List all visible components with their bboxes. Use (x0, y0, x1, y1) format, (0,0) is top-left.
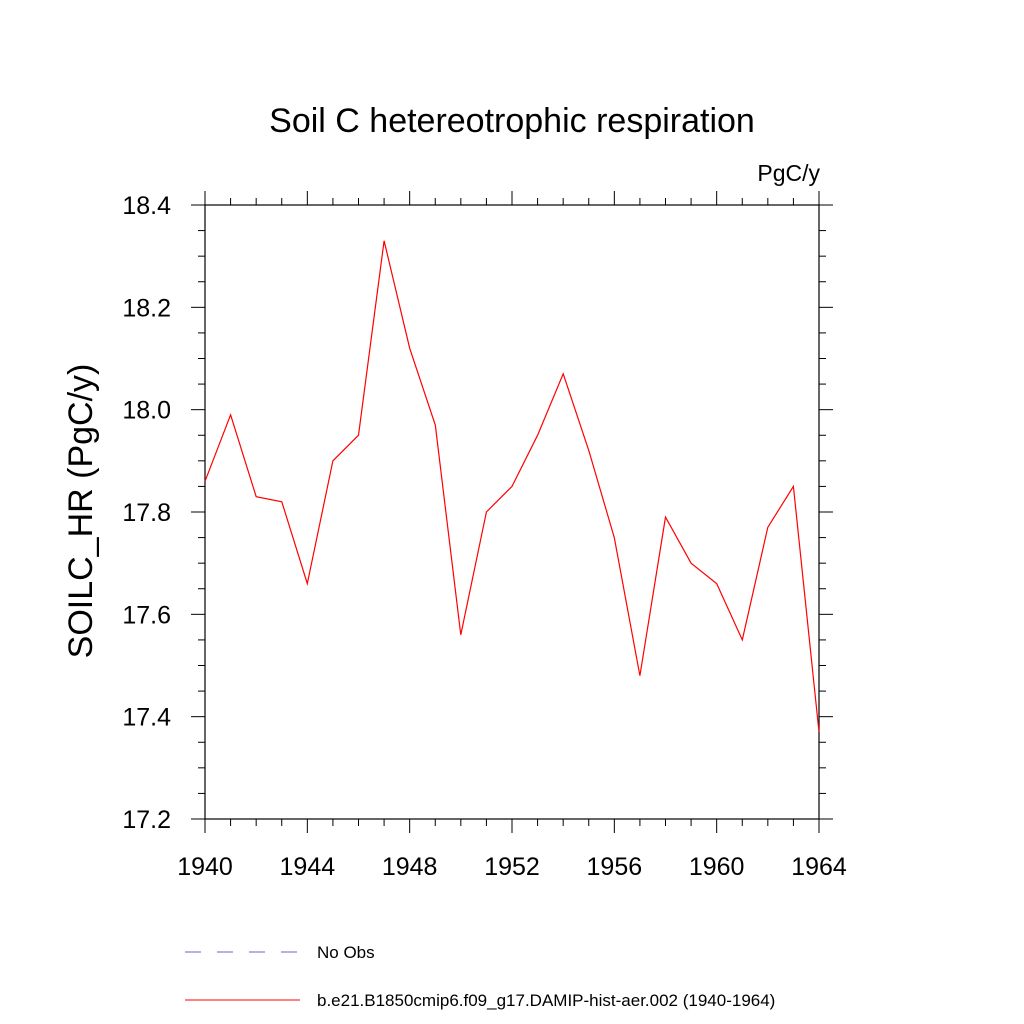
y-tick-label: 17.2 (122, 806, 171, 834)
x-tick-label: 1964 (791, 853, 847, 881)
y-tick-label: 17.8 (122, 499, 171, 527)
units-label: PgC/y (757, 160, 820, 186)
plot-area-frame (204, 204, 820, 820)
x-tick-label: 1952 (484, 853, 540, 881)
axis-tick-labels: 1940 1944 1948 1952 1956 1960 1964 17.2 17.4 17.6… (122, 192, 847, 881)
y-tick-label: 18.4 (122, 192, 171, 220)
axis-ticks (191, 191, 833, 833)
data-series (204, 240, 820, 733)
y-tick-label: 17.6 (122, 601, 171, 629)
x-tick-label: 1948 (382, 853, 438, 881)
legend-label-0: No Obs (317, 943, 375, 962)
x-tick-label: 1940 (177, 853, 233, 881)
chart-title: Soil C hetereotrophic respiration (269, 102, 755, 140)
x-tick-label: 1944 (280, 853, 336, 881)
legend: No Obs b.e21.B1850cmip6.f09_g17.DAMIP-his… (185, 943, 775, 1010)
series-line (204, 240, 820, 733)
y-tick-label: 18.2 (122, 294, 171, 322)
y-axis-label: SOILC_HR (PgC/y) (62, 364, 100, 659)
legend-label-1: b.e21.B1850cmip6.f09_g17.DAMIP-hist-aer.… (317, 991, 775, 1010)
x-tick-label: 1960 (689, 853, 745, 881)
y-tick-label: 17.4 (122, 704, 171, 732)
y-tick-label: 18.0 (122, 397, 171, 425)
x-tick-label: 1956 (587, 853, 643, 881)
